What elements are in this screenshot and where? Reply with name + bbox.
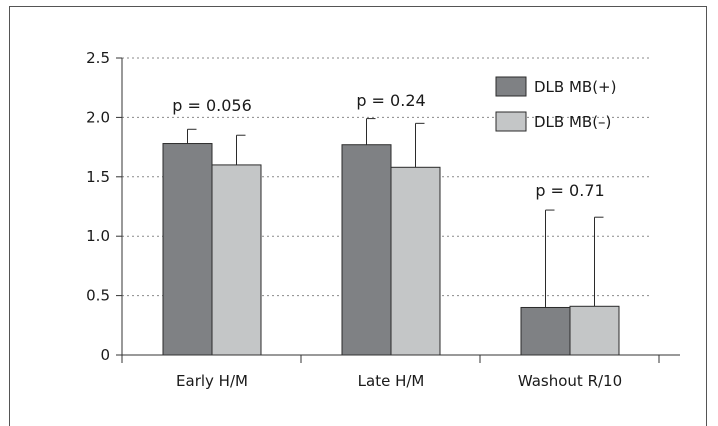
x-category-label: Late H/M <box>358 372 425 390</box>
y-tick-label: 0.5 <box>86 287 110 305</box>
legend-swatch <box>495 111 527 132</box>
error-bars <box>187 118 604 308</box>
x-axis: Early H/M Late H/M Washout R/10 <box>121 354 680 390</box>
x-category-label: Early H/M <box>176 372 248 390</box>
bar-mb-positive <box>520 306 571 356</box>
p-value-annotations: p = 0.056 p = 0.24 p = 0.71 <box>172 91 604 200</box>
bar-mb-negative <box>569 305 620 356</box>
p-value-label: p = 0.71 <box>535 181 604 200</box>
legend-label: DLB MB(+) <box>534 78 616 96</box>
bar-mb-negative <box>390 166 441 356</box>
p-value-label: p = 0.056 <box>172 96 252 115</box>
x-category-label: Washout R/10 <box>518 372 622 390</box>
bar-mb-positive <box>341 144 392 356</box>
legend-swatch <box>495 76 527 97</box>
y-tick-label: 2.5 <box>86 49 110 67</box>
gridlines <box>122 57 650 297</box>
bar-mb-positive <box>162 143 213 356</box>
y-tick-label: 0 <box>100 346 110 364</box>
y-axis: 0 0.5 1.0 1.5 2.0 2.5 <box>86 49 123 364</box>
y-tick-label: 2.0 <box>86 108 110 126</box>
figure-frame <box>9 6 707 426</box>
legend-label: DLB MB(–) <box>534 113 611 131</box>
y-tick-label: 1.5 <box>86 168 110 186</box>
y-tick-label: 1.0 <box>86 227 110 245</box>
bar-mb-negative <box>211 164 262 356</box>
legend: DLB MB(+) DLB MB(–) <box>495 76 616 132</box>
bar-series <box>162 143 620 356</box>
p-value-label: p = 0.24 <box>356 91 425 110</box>
